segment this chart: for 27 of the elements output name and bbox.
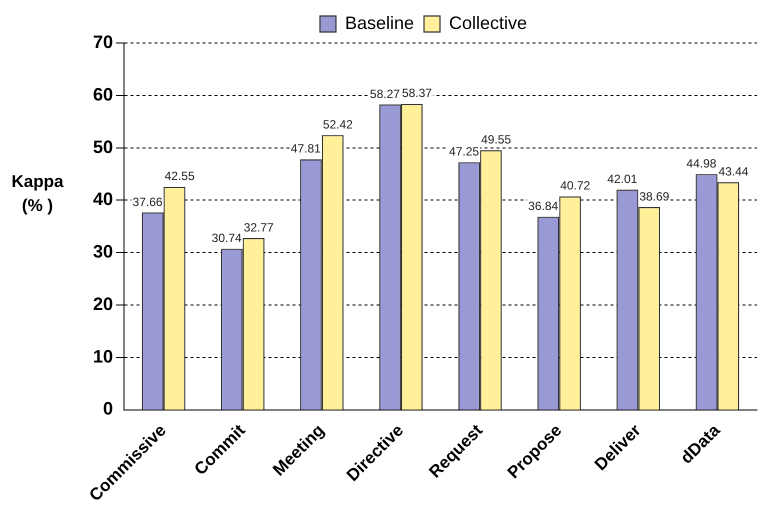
data-label: 44.98 [686,156,717,170]
data-label: 49.55 [481,132,512,146]
data-label: 37.66 [132,194,163,209]
data-label: 38.69 [639,189,670,204]
data-label: 40.72 [560,178,591,193]
data-label: 32.77 [244,220,274,234]
legend-label: Collective [449,12,528,33]
y-tick-label: 0 [103,398,114,419]
data-label: 58.37 [402,86,432,100]
data-label: 47.25 [449,144,480,159]
data-label: 43.44 [718,164,749,178]
y-tick-label: 50 [92,136,114,157]
data-label: 36.84 [528,199,559,214]
legend-label: Baseline [344,12,414,33]
y-tick-label: 20 [92,294,114,314]
data-label: 42.55 [164,169,195,184]
y-tick-label: 70 [92,32,114,52]
data-label: 58.27 [370,86,400,101]
y-tick-label: 60 [92,84,114,104]
data-label: 47.81 [290,142,322,156]
y-axis-title: Kappa (% ) [10,171,64,217]
data-label: 30.74 [212,231,242,246]
y-tick-label: 30 [92,242,114,262]
y-tick-label: 40 [92,189,114,210]
data-label: 42.01 [607,172,638,186]
y-tick-label: 10 [92,346,114,366]
data-label: 52.42 [322,117,354,132]
